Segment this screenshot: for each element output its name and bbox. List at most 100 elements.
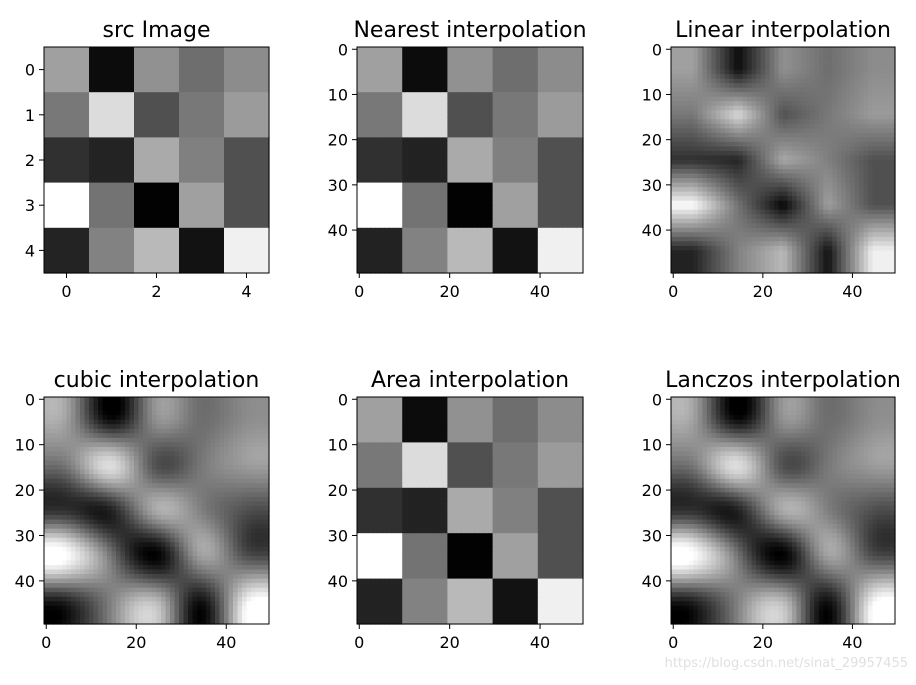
heatmap-cell: [778, 119, 784, 125]
heatmap-cell: [715, 83, 721, 89]
heatmap-cell: [442, 164, 448, 170]
heatmap-cell: [506, 169, 512, 175]
heatmap-cell: [823, 205, 829, 211]
heatmap-cell: [460, 268, 467, 274]
heatmap-cell: [524, 182, 530, 188]
heatmap-cell: [411, 74, 417, 80]
heatmap-cell: [560, 96, 566, 102]
heatmap-cell: [438, 191, 444, 197]
heatmap-cell: [706, 150, 712, 157]
heatmap-cell: [528, 141, 534, 148]
heatmap-cell: [823, 119, 829, 125]
heatmap-cell: [456, 150, 462, 157]
heatmap-cell: [179, 92, 225, 138]
heatmap-cell: [474, 173, 480, 179]
heatmap-cell: [497, 250, 503, 256]
heatmap-cell: [702, 254, 708, 261]
heatmap-cell: [787, 105, 793, 111]
heatmap-cell: [684, 223, 690, 229]
heatmap-cell: [711, 245, 717, 251]
heatmap-cell: [438, 150, 444, 157]
heatmap-cell: [724, 236, 730, 242]
heatmap-cell: [537, 47, 543, 53]
heatmap-cell: [420, 178, 426, 184]
heatmap-cell: [845, 232, 851, 238]
heatmap-cell: [711, 205, 717, 211]
heatmap-cell: [524, 83, 530, 89]
heatmap-cell: [420, 223, 426, 229]
heatmap-cell: [881, 132, 887, 138]
heatmap-cell: [747, 169, 753, 175]
heatmap-cell: [402, 169, 408, 175]
heatmap-cell: [684, 232, 690, 238]
heatmap-cell: [859, 218, 865, 224]
heatmap-cell: [501, 173, 507, 179]
heatmap-cell: [456, 119, 462, 125]
heatmap-cell: [693, 218, 699, 224]
heatmap-cell: [465, 200, 471, 206]
heatmap-cell: [479, 160, 485, 166]
heatmap-cell: [379, 110, 385, 116]
heatmap-cell: [675, 114, 681, 120]
heatmap-cell: [488, 96, 494, 102]
heatmap-cell: [479, 250, 485, 256]
heatmap-cell: [546, 78, 552, 84]
heatmap-cell: [859, 245, 865, 251]
heatmap-cell: [733, 47, 739, 53]
heatmap-cell: [715, 105, 721, 111]
heatmap-cell: [863, 78, 869, 84]
heatmap-cell: [483, 132, 489, 138]
heatmap-cell: [546, 128, 552, 134]
heatmap-cell: [850, 74, 856, 80]
heatmap-cell: [361, 191, 367, 197]
heatmap-cell: [411, 196, 417, 202]
heatmap-cell: [384, 114, 390, 120]
heatmap-cell: [791, 205, 798, 211]
heatmap-cell: [497, 119, 503, 125]
heatmap-cell: [751, 218, 757, 224]
heatmap-cell: [438, 65, 444, 71]
heatmap-cell: [578, 268, 584, 274]
heatmap-cell: [863, 83, 869, 89]
heatmap-cell: [402, 250, 408, 256]
heatmap-cell: [460, 164, 467, 170]
heatmap-cell: [675, 83, 681, 89]
heatmap-cell: [724, 74, 730, 80]
heatmap-cell: [415, 105, 421, 111]
heatmap-cell: [890, 87, 896, 93]
heatmap-cell: [447, 123, 453, 129]
heatmap-cell: [818, 128, 824, 134]
heatmap-cell: [818, 169, 824, 175]
heatmap-cell: [827, 178, 833, 184]
heatmap-cell: [854, 218, 860, 224]
heatmap-cell: [800, 250, 806, 256]
heatmap-cell: [406, 164, 412, 170]
heatmap-cell: [688, 218, 694, 224]
heatmap-cell: [769, 205, 775, 211]
heatmap-cell: [429, 218, 435, 224]
heatmap-cell: [845, 200, 851, 206]
heatmap-cell: [818, 87, 824, 93]
heatmap-cell: [429, 128, 435, 134]
heatmap-cell: [506, 92, 512, 98]
heatmap-cell: [379, 209, 385, 215]
heatmap-cell: [881, 250, 887, 256]
heatmap-cell: [366, 119, 372, 125]
heatmap-cell: [546, 164, 552, 170]
heatmap-cell: [465, 141, 471, 148]
heatmap-cell: [868, 164, 874, 170]
heatmap-cell: [501, 241, 507, 247]
heatmap-cell: [877, 218, 883, 224]
heatmap-cell: [881, 69, 887, 75]
heatmap-cell: [506, 146, 512, 152]
heatmap-cell: [456, 254, 462, 261]
heatmap-cell: [733, 214, 739, 220]
heatmap-cell: [89, 227, 135, 274]
heatmap-cell: [756, 164, 762, 170]
heatmap-cell: [872, 214, 878, 220]
heatmap-cell: [868, 250, 874, 256]
heatmap-cell: [827, 214, 833, 220]
heatmap-cell: [872, 254, 878, 261]
heatmap-cell: [447, 205, 453, 211]
heatmap-cell: [397, 155, 403, 161]
